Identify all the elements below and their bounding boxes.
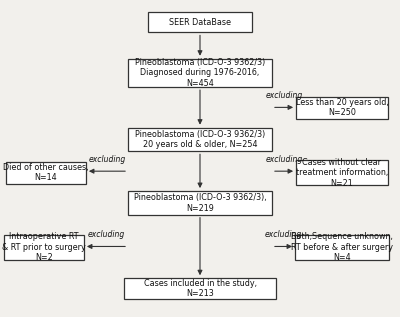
Text: excluding: excluding	[265, 230, 302, 240]
FancyBboxPatch shape	[296, 160, 388, 185]
FancyBboxPatch shape	[4, 235, 84, 260]
Text: SEER DataBase: SEER DataBase	[169, 18, 231, 27]
Text: Intraoperative RT
& RT prior to surgery
N=2: Intraoperative RT & RT prior to surgery …	[2, 232, 86, 262]
FancyBboxPatch shape	[296, 97, 388, 119]
Text: excluding: excluding	[88, 155, 126, 164]
FancyBboxPatch shape	[148, 12, 252, 32]
Text: Cases included in the study,
N=213: Cases included in the study, N=213	[144, 279, 256, 298]
FancyBboxPatch shape	[124, 278, 276, 299]
Text: Both,Sequence unknown,
RT before & after surgery
N=4: Both,Sequence unknown, RT before & after…	[291, 232, 393, 262]
FancyBboxPatch shape	[128, 191, 272, 215]
FancyBboxPatch shape	[128, 127, 272, 151]
FancyBboxPatch shape	[295, 235, 389, 260]
Text: excluding: excluding	[265, 155, 303, 164]
FancyBboxPatch shape	[128, 59, 272, 87]
Text: Pineoblastoma (ICD-O-3 9362/3)
Diagnosed during 1976-2016,
N=454: Pineoblastoma (ICD-O-3 9362/3) Diagnosed…	[135, 58, 265, 88]
Text: Cases without clear
treatment information,
N=21: Cases without clear treatment informatio…	[296, 158, 388, 188]
FancyBboxPatch shape	[6, 162, 86, 184]
Text: excluding: excluding	[87, 230, 125, 240]
Text: Died of other causes,
N=14: Died of other causes, N=14	[3, 163, 89, 183]
Text: Less than 20 years old,
N=250: Less than 20 years old, N=250	[296, 98, 388, 118]
Text: Pineoblastoma (ICD-O-3 9362/3),
N=219: Pineoblastoma (ICD-O-3 9362/3), N=219	[134, 193, 266, 213]
Text: excluding: excluding	[265, 91, 303, 100]
Text: Pineoblastoma (ICD-O-3 9362/3)
20 years old & older, N=254: Pineoblastoma (ICD-O-3 9362/3) 20 years …	[135, 130, 265, 149]
